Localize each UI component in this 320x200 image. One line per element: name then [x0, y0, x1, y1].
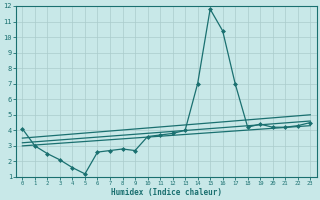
X-axis label: Humidex (Indice chaleur): Humidex (Indice chaleur): [111, 188, 222, 197]
